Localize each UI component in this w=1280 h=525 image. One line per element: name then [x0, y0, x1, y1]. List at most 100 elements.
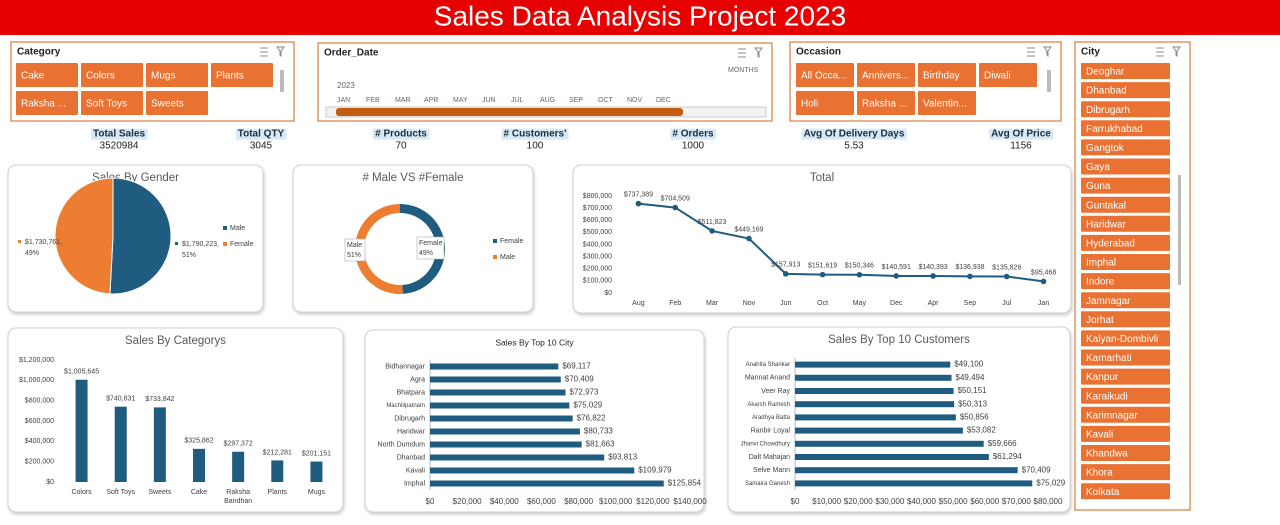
slicer-button[interactable] [918, 91, 976, 115]
line-marker [893, 273, 900, 279]
data-label: 49% [419, 250, 433, 257]
slicer-button[interactable] [1081, 234, 1170, 251]
data-label: $49,100 [954, 360, 983, 369]
slicer-button[interactable] [1081, 254, 1170, 270]
data-label: $150,346 [845, 263, 874, 270]
y-tick-label: $0 [604, 290, 612, 297]
legend-swatch [493, 255, 497, 259]
scrollbar [1047, 70, 1051, 92]
slicer-item: Colors [86, 71, 115, 82]
bar [795, 374, 952, 381]
slicer-button[interactable] [796, 91, 854, 115]
data-label: $70,409 [1022, 465, 1051, 474]
slicer-button[interactable] [1081, 292, 1170, 309]
slicer-button[interactable] [211, 63, 273, 87]
slicer-button[interactable] [1081, 82, 1170, 99]
data-label: $511,823 [698, 219, 727, 226]
slicer-button[interactable] [1081, 368, 1170, 385]
x-tick-label: $20,000 [453, 497, 482, 506]
x-tick-label: Dec [890, 300, 903, 307]
x-tick-label: $100,000 [599, 497, 633, 506]
data-label: $109,979 [638, 466, 672, 475]
x-tick-label: $120,000 [636, 497, 670, 506]
slicer-button[interactable] [1081, 120, 1170, 137]
line-marker [709, 228, 715, 234]
y-tick-label: Dhanbad [397, 454, 426, 461]
pie-slice [109, 177, 172, 295]
slicer-button[interactable] [1081, 425, 1170, 442]
data-label: $95,468 [1031, 269, 1056, 276]
data-label: $75,029 [1036, 479, 1065, 488]
slicer-item: Annivers... [862, 71, 909, 82]
bar [310, 461, 323, 482]
scrollbar [1178, 175, 1181, 285]
month-label: JUN [482, 97, 496, 104]
slicer-title: Category [17, 47, 61, 58]
scrollbar [280, 70, 284, 92]
kpi-label: Avg Of Price [991, 129, 1051, 140]
slicer-button[interactable] [146, 63, 208, 87]
slicer-button[interactable] [1081, 330, 1170, 347]
slicer-button[interactable] [979, 63, 1037, 87]
data-label: $1,790,223, 51% [182, 241, 219, 259]
slicer-button[interactable] [81, 63, 143, 87]
slicer-item: Plants [216, 71, 244, 82]
data-label: $325,862 [184, 438, 213, 445]
month-label: AUG [540, 97, 555, 104]
legend-label: Male [500, 254, 515, 261]
slicer-button[interactable] [1081, 464, 1170, 481]
slicer-title: Occasion [796, 47, 841, 58]
slicer-item: Guna [1086, 181, 1111, 192]
slicer-icon[interactable] [1027, 46, 1052, 58]
slicer-button[interactable] [1081, 63, 1170, 79]
legend-label: Female [500, 238, 523, 245]
slicer-icon[interactable] [1156, 46, 1181, 58]
slicer-button[interactable] [1081, 273, 1170, 290]
period-level: MONTHS [728, 67, 759, 74]
bar [795, 414, 956, 421]
slicer-item: Jorhat [1086, 315, 1114, 326]
slicer-button[interactable] [146, 91, 208, 115]
y-tick-label: Mannat Anand [745, 375, 790, 382]
y-tick-label: Bhatpara [397, 389, 426, 396]
slicer-button[interactable] [857, 63, 915, 87]
slicer-button[interactable] [1081, 158, 1170, 175]
y-tick-label: Samaira Ganesh [745, 481, 790, 487]
slicer-button[interactable] [796, 63, 854, 87]
data-label: $59,666 [988, 439, 1017, 448]
slicer-button[interactable] [81, 91, 143, 115]
bar [795, 467, 1018, 474]
slicer-button[interactable] [16, 91, 78, 115]
slicer-icon[interactable] [738, 47, 763, 59]
x-tick-label: $50,000 [939, 497, 968, 506]
slicer-button[interactable] [1081, 139, 1170, 156]
y-tick-label: $1,200,000 [19, 357, 54, 364]
slicer-item: All Occa... [801, 71, 847, 82]
month-label: OCT [598, 97, 614, 104]
slicer-button[interactable] [1081, 101, 1170, 118]
slicer-button[interactable] [1081, 215, 1170, 232]
slicer-button[interactable] [1081, 177, 1170, 194]
data-label: $297,372 [224, 441, 253, 448]
slicer-item: Holi [801, 99, 818, 110]
slicer-button[interactable] [1081, 483, 1170, 500]
slicer-button[interactable] [1081, 387, 1170, 404]
slicer-button[interactable] [1081, 311, 1170, 328]
slicer-button[interactable] [1081, 349, 1170, 366]
timeline-selection[interactable] [336, 108, 683, 116]
x-tick-label: Raksha Bandhan [224, 489, 252, 505]
line-marker [1003, 273, 1010, 280]
y-tick-label: $100,000 [583, 278, 612, 285]
y-tick-label: Anahita Shankar [746, 362, 790, 368]
slicer-button[interactable] [857, 91, 915, 115]
y-tick-label: $800,000 [583, 193, 612, 200]
slicer-item: Kanpur [1086, 372, 1119, 383]
slicer-button[interactable] [1081, 196, 1170, 213]
slicer-icon[interactable] [260, 46, 285, 58]
data-label: $61,294 [993, 452, 1022, 461]
slicer-button[interactable] [1081, 445, 1170, 461]
slicer-button[interactable] [16, 63, 78, 87]
slicer-button[interactable] [1081, 406, 1170, 423]
slicer-button[interactable] [918, 63, 976, 87]
